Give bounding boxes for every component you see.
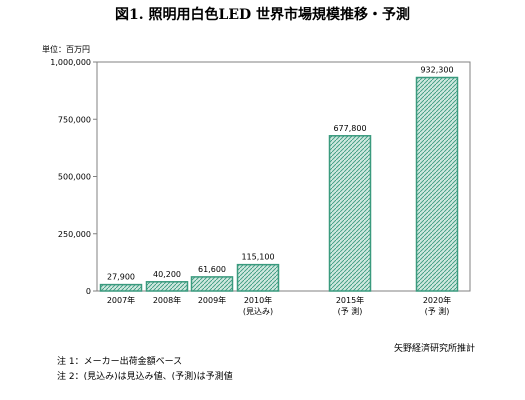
data-label: 115,100 [241, 253, 274, 262]
bar [190, 276, 234, 292]
x-tick-label: 2009年 [198, 295, 226, 305]
x-tick-label: 2010年 [244, 295, 272, 305]
x-tick-label: 2020年 [423, 295, 451, 305]
unit-label: 単位：百万円 [42, 45, 90, 54]
chart-title: 図1. 照明用白色LED 世界市場規模推移・予測 [114, 7, 411, 23]
bar [236, 263, 280, 292]
plot-frame [96, 61, 471, 292]
bar [99, 283, 143, 292]
data-label: 27,900 [107, 273, 135, 282]
bar [145, 281, 189, 292]
note-2: 注 2：(見込み)は見込み値、(予測)は予測値 [57, 372, 233, 382]
notes: 注 1：メーカー出荷金額ベース 注 2：(見込み)は見込み値、(予測)は予測値 [57, 355, 233, 385]
x-tick-label: 2007年 [107, 295, 135, 305]
data-label: 932,300 [420, 66, 453, 75]
data-label: 677,800 [333, 124, 366, 133]
bar [328, 135, 372, 292]
x-tick-sublabel: (予 測) [425, 306, 450, 316]
source-credit: 矢野経済研究所推計 [393, 344, 475, 354]
y-tick-label: 500,000 [58, 173, 91, 182]
x-tick-sublabel: (予 測) [338, 306, 363, 316]
y-tick-label: 250,000 [58, 230, 91, 239]
x-tick-label: 2008年 [153, 295, 181, 305]
bar [415, 76, 459, 292]
x-tick-sublabel: (見込み) [243, 307, 273, 316]
y-tick-label: 1,000,000 [50, 58, 91, 67]
note-1: 注 1：メーカー出荷金額ベース [57, 357, 183, 367]
x-tick-label: 2015年 [336, 295, 364, 305]
data-label: 40,200 [153, 270, 181, 279]
y-tick-label: 0 [86, 287, 91, 296]
data-label: 61,600 [198, 265, 226, 274]
y-tick-label: 750,000 [58, 115, 91, 124]
